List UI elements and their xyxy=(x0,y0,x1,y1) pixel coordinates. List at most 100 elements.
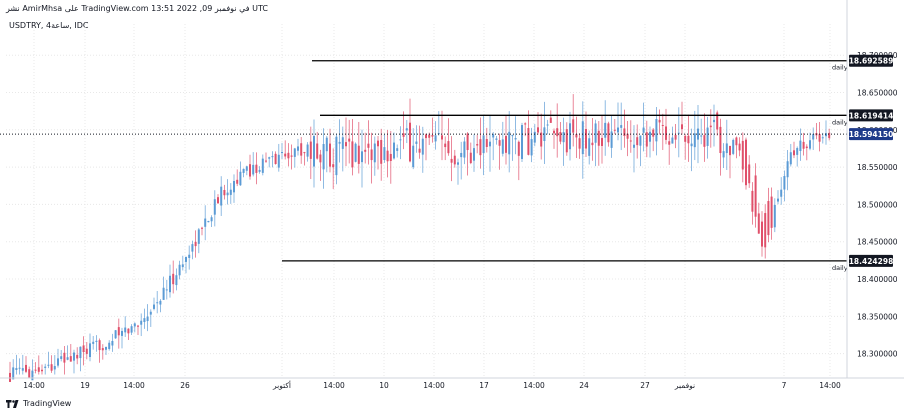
candle-bullish xyxy=(293,147,296,168)
candle-bearish xyxy=(82,336,85,366)
candle-bullish xyxy=(114,330,117,339)
candle-bullish xyxy=(338,119,341,163)
candle-bullish xyxy=(511,134,514,161)
time-tick-label: أكتوبر xyxy=(272,380,291,390)
time-tick-label: 24 xyxy=(579,381,589,390)
candle-bullish xyxy=(53,355,56,375)
candle-bearish xyxy=(319,149,322,181)
candle-bearish xyxy=(735,136,738,159)
level-price-badge: 18.619414 xyxy=(849,109,893,122)
candle-bearish xyxy=(117,318,120,349)
candle-bullish xyxy=(777,190,779,205)
time-tick-label: 14:00 xyxy=(423,381,445,390)
candle-bullish xyxy=(258,166,261,174)
price-tick-label: 18.350000 xyxy=(857,312,898,321)
candle-bullish xyxy=(543,101,546,165)
candle-bullish xyxy=(489,115,491,172)
candle-bullish xyxy=(140,313,143,337)
candles xyxy=(9,94,831,382)
candle-bullish xyxy=(562,117,565,166)
candle-bullish xyxy=(89,333,91,362)
candle-bullish xyxy=(604,100,607,156)
candle-bearish xyxy=(805,144,808,161)
candle-bearish xyxy=(764,204,767,259)
candle-bullish xyxy=(271,151,274,168)
time-tick-label: 26 xyxy=(180,381,190,390)
candle-bullish xyxy=(722,143,725,168)
candle-bullish xyxy=(789,143,792,167)
candle-bullish xyxy=(393,132,395,160)
candle-bearish xyxy=(517,140,520,181)
candle-bullish xyxy=(649,126,651,158)
candle-bearish xyxy=(636,124,639,159)
candle-bullish xyxy=(569,111,571,161)
candle-bearish xyxy=(389,130,392,184)
time-tick-label: 14:00 xyxy=(819,381,841,390)
candle-bearish xyxy=(578,133,581,159)
candle-bearish xyxy=(818,121,821,152)
time-tick-label: 14:00 xyxy=(523,381,545,390)
svg-text:18.594150: 18.594150 xyxy=(849,130,894,139)
candle-bearish xyxy=(345,117,347,167)
candle-bearish xyxy=(613,118,616,135)
time-tick-label: 14:00 xyxy=(123,381,145,390)
candle-bearish xyxy=(450,136,453,182)
candle-bearish xyxy=(236,169,239,187)
candle-bullish xyxy=(188,245,191,270)
candle-bullish xyxy=(313,119,315,188)
candle-bearish xyxy=(476,135,479,154)
candle-bearish xyxy=(380,128,383,181)
candle-bullish xyxy=(169,264,171,298)
level-price-badge: 18.424298 xyxy=(849,254,893,267)
time-tick-label: 14:00 xyxy=(23,381,45,390)
svg-text:18.692589: 18.692589 xyxy=(849,57,894,66)
candle-bullish xyxy=(242,168,245,178)
candle-bearish xyxy=(127,328,130,340)
publication-header: نشر AmirMhsa على TradingView.com في نوفم… xyxy=(6,4,268,13)
price-tick-label: 18.500000 xyxy=(857,200,898,209)
candle-bearish xyxy=(741,132,744,183)
candle-bearish xyxy=(629,120,632,153)
candle-bearish xyxy=(418,125,421,159)
candle-bullish xyxy=(732,138,735,156)
time-axis[interactable]: 14:00 19 14:00 26 أكتوبر 14:00 10 14:00 17 14:00 2… xyxy=(0,377,904,390)
candle-bullish xyxy=(812,127,815,150)
candle-bullish xyxy=(495,135,498,145)
candle-bearish xyxy=(645,120,648,158)
candle-bearish xyxy=(652,128,655,152)
candle-bullish xyxy=(57,348,59,368)
footer: TradingView xyxy=(6,399,71,408)
candle-bullish xyxy=(521,122,523,162)
candle-bullish xyxy=(252,152,255,177)
candle-bearish xyxy=(284,140,287,160)
candle-bearish xyxy=(137,324,139,335)
candle-bearish xyxy=(684,133,687,160)
price-axis[interactable]: 18.70000018.65000018.60000018.55000018.5… xyxy=(846,0,898,378)
candle-bullish xyxy=(233,174,235,203)
candle-bearish xyxy=(767,187,770,243)
candle-bearish xyxy=(386,130,389,178)
candle-bearish xyxy=(703,113,706,162)
candle-bearish xyxy=(527,110,530,156)
candle-bullish xyxy=(690,128,693,172)
candle-bearish xyxy=(409,98,411,163)
candle-bullish xyxy=(693,110,696,161)
candle-bearish xyxy=(540,113,543,160)
candle-bullish xyxy=(207,220,210,223)
candle-bullish xyxy=(146,304,149,332)
candle-bearish xyxy=(217,194,219,205)
level-tag: daily xyxy=(832,118,848,126)
candle-bearish xyxy=(69,344,72,362)
candle-bullish xyxy=(473,134,475,172)
candle-bullish xyxy=(185,256,187,274)
candle-bullish xyxy=(508,111,511,173)
candle-bullish xyxy=(66,345,69,361)
candle-bullish xyxy=(210,215,213,228)
candle-bullish xyxy=(725,119,728,171)
candle-bearish xyxy=(274,151,277,165)
candle-bullish xyxy=(79,346,82,372)
candle-bearish xyxy=(745,137,747,190)
candle-bearish xyxy=(425,133,427,161)
candle-bullish xyxy=(780,177,783,205)
